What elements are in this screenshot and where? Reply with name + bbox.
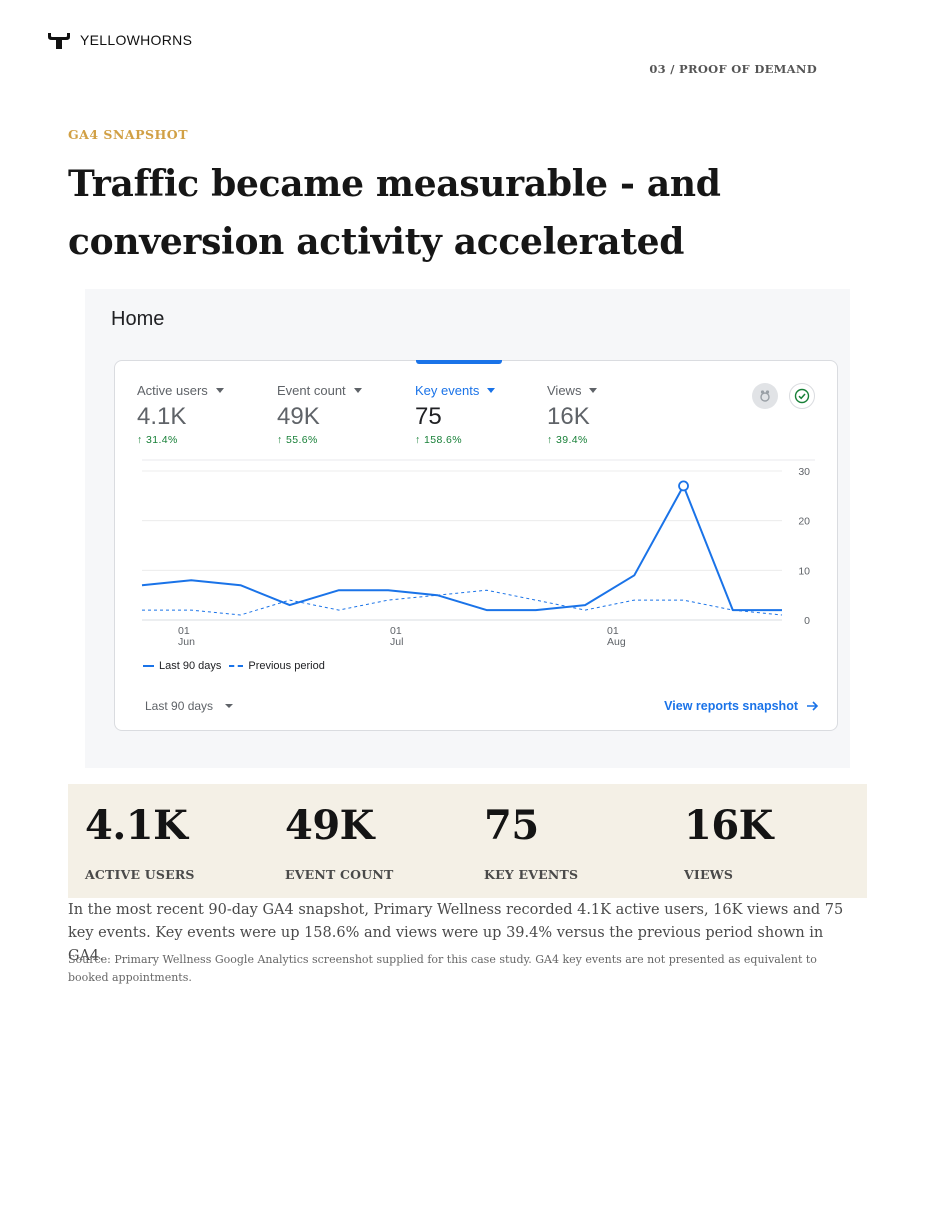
metric-change: ↑ 31.4% (137, 434, 178, 446)
metric-value: 49K (277, 403, 320, 430)
status-button[interactable] (789, 383, 815, 409)
legend-dashed-swatch (229, 665, 244, 667)
caret-down-icon (215, 388, 224, 393)
caret-down-icon (353, 388, 362, 393)
metric-value: 16K (547, 403, 590, 430)
ga-overview-card: Active users 4.1K ↑ 31.4% Event count 49… (114, 360, 838, 731)
stat-active-users: 4.1K ACTIVE USERS (85, 802, 195, 882)
stat-label: ACTIVE USERS (85, 867, 195, 882)
check-circle-icon (794, 388, 810, 404)
x-tick-month: Jul (390, 636, 403, 648)
arrow-up-icon: ↑ (415, 434, 421, 446)
date-range-dropdown[interactable]: Last 90 days (145, 699, 234, 713)
eyebrow-label: GA4 SNAPSHOT (68, 127, 189, 142)
x-tick-day: 01 (607, 625, 619, 637)
metric-value: 4.1K (137, 403, 187, 430)
stat-key-events: 75 KEY EVENTS (484, 802, 578, 882)
stat-value: 16K (684, 802, 773, 849)
x-tick-month: Aug (607, 636, 626, 648)
metric-views[interactable]: Views 16K ↑ 39.4% (547, 383, 598, 446)
y-tick-label: 30 (798, 466, 810, 478)
arrow-right-icon (807, 701, 819, 711)
brand-name: YELLOWHORNS (80, 32, 193, 48)
section-tag: 03 / PROOF OF DEMAND (649, 62, 817, 76)
x-tick-month: Jun (178, 636, 195, 648)
metric-label: Active users (137, 383, 224, 398)
caret-down-icon (487, 388, 496, 393)
metric-change: ↑ 55.6% (277, 434, 318, 446)
stat-value: 4.1K (85, 802, 188, 849)
stat-views: 16K VIEWS (684, 802, 773, 882)
source-note: Source: Primary Wellness Google Analytic… (68, 953, 817, 984)
series-line-last-90-days (141, 484, 782, 612)
chart-legend: Last 90 days Previous period (143, 660, 325, 672)
stats-band: 4.1K ACTIVE USERS 49K EVENT COUNT 75 KEY… (68, 784, 867, 898)
legend-solid-swatch (143, 665, 154, 667)
stat-label: KEY EVENTS (484, 867, 579, 882)
ga-page-title: Home (111, 308, 165, 330)
arrow-up-icon: ↑ (137, 434, 143, 446)
caret-down-icon (589, 388, 598, 393)
y-tick-label: 20 (798, 516, 810, 528)
ga4-screenshot: Home Active users 4.1K ↑ 31.4% Event cou… (85, 289, 850, 768)
x-tick-day: 01 (390, 625, 402, 637)
caret-down-icon (225, 704, 234, 708)
stat-label: EVENT COUNT (285, 867, 394, 882)
arrow-up-icon: ↑ (277, 434, 283, 446)
stat-label: VIEWS (684, 867, 734, 882)
metric-label: Key events (415, 383, 496, 398)
x-tick-day: 01 (178, 625, 190, 637)
insights-button[interactable] (752, 383, 778, 409)
horns-logo-icon (48, 33, 70, 49)
y-tick-label: 0 (804, 615, 810, 627)
page-headline: Traffic became measurable - and conversi… (68, 163, 721, 263)
view-reports-link[interactable]: View reports snapshot (664, 699, 819, 713)
summary-paragraph: In the most recent 90-day GA4 snapshot, … (68, 902, 844, 964)
metric-change: ↑ 39.4% (547, 434, 588, 446)
metric-label: Event count (277, 383, 362, 398)
legend-current: Last 90 days (143, 660, 221, 672)
metric-label: Views (547, 383, 598, 398)
y-tick-label: 10 (798, 565, 810, 577)
series-line-previous-period (142, 589, 783, 616)
stat-event-count: 49K EVENT COUNT (285, 802, 394, 882)
metric-change: ↑ 158.6% (415, 434, 462, 446)
metric-key-events[interactable]: Key events 75 ↑ 158.6% (415, 383, 496, 446)
metric-event-count[interactable]: Event count 49K ↑ 55.6% (277, 383, 362, 446)
stat-value: 49K (285, 802, 374, 849)
metric-value: 75 (415, 403, 442, 430)
highlight-point (678, 480, 689, 492)
arrow-up-icon: ↑ (547, 434, 553, 446)
metric-active-users[interactable]: Active users 4.1K ↑ 31.4% (137, 383, 224, 446)
active-tab-indicator (416, 360, 502, 364)
insights-icon (760, 390, 770, 402)
brand-logo: YELLOWHORNS (46, 28, 192, 52)
stat-value: 75 (484, 802, 539, 849)
legend-previous: Previous period (229, 660, 325, 672)
